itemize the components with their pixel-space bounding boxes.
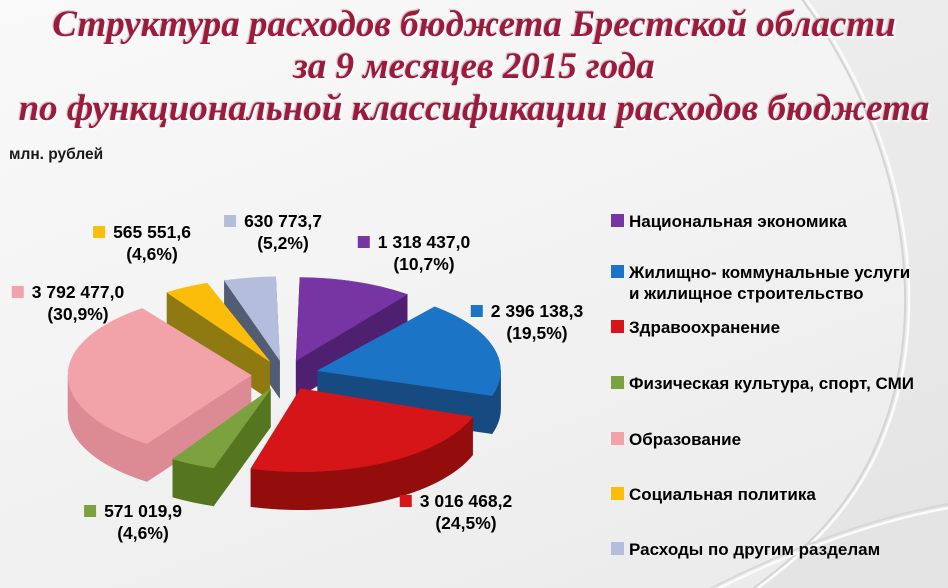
pie-slice-other-top	[223, 276, 280, 361]
data-label-marker-other	[224, 215, 237, 227]
legend-label: Расходы по другим разделам	[629, 540, 881, 559]
pie-slice-sport-media-top	[172, 388, 271, 469]
pie-slice-national-economy-top	[295, 277, 408, 361]
legend-marker-other	[611, 542, 624, 555]
data-label-national-economy: 1 318 437,0 (10,7%)	[357, 231, 471, 275]
pie-slice-healthcare[interactable]	[250, 388, 474, 510]
pie-slice-education[interactable]	[67, 308, 252, 483]
legend-label: Социальная политика	[629, 485, 816, 504]
legend-item-education: Образование	[611, 429, 948, 450]
decor-curve-lower	[709, 503, 948, 588]
decor-curve-highlight	[755, 0, 911, 588]
title-line-2: за 9 месяцев 2015 года	[293, 46, 655, 87]
data-label-marker-national-economy	[357, 236, 370, 248]
legend-marker-social-policy	[611, 487, 624, 500]
data-label-other: 630 773,7 (5,2%)	[224, 210, 322, 254]
pie-slice-education-top	[67, 308, 252, 444]
legend-marker-sport-media	[611, 376, 624, 389]
pie-slice-healthcare-top	[250, 388, 474, 472]
pie-slice-housing-utilities-top	[316, 306, 501, 396]
legend-item-sport-media: Физическая культура, спорт, СМИ	[611, 373, 948, 394]
pie-slice-social-policy-top	[166, 282, 270, 362]
decor-curve-lower-highlight	[716, 506, 948, 588]
data-label-percent: (24,5%)	[435, 513, 497, 533]
legend-item-national-economy: Национальная экономика	[611, 211, 948, 232]
data-label-healthcare: 3 016 468,2 (24,5%)	[399, 490, 513, 534]
decor-shade-region	[753, 0, 948, 588]
data-label-value: 1 318 437,0	[377, 232, 471, 252]
data-label-social-policy: 565 551,6 (4,6%)	[93, 221, 191, 265]
data-label-percent: (10,7%)	[393, 254, 455, 274]
data-label-value: 565 551,6	[113, 222, 191, 242]
title-line-1: Структура расходов бюджета Брестской обл…	[52, 4, 896, 45]
data-label-housing-utilities: 2 396 138,3 (19,5%)	[470, 300, 584, 344]
title-line-3: по функциональной классификации расходов…	[18, 88, 930, 129]
data-label-marker-education	[11, 286, 24, 298]
data-label-value: 3 792 477,0	[31, 282, 125, 302]
legend-label: Образование	[629, 430, 742, 449]
legend-item-social-policy: Социальная политика	[611, 484, 948, 505]
legend-item-other: Расходы по другим разделам	[611, 539, 948, 560]
legend-marker-housing-utilities	[611, 265, 624, 278]
data-label-percent: (5,2%)	[257, 233, 309, 253]
data-label-value: 2 396 138,3	[490, 301, 584, 321]
data-label-percent: (30,9%)	[47, 304, 109, 324]
legend-item-housing-utilities: Жилищно- коммунальные услуги и жилищное …	[611, 262, 948, 304]
data-label-marker-housing-utilities	[470, 305, 483, 317]
data-label-value: 571 019,9	[104, 501, 182, 521]
legend-item-healthcare: Здравоохранение	[611, 317, 948, 338]
data-label-percent: (19,5%)	[506, 323, 568, 343]
legend-marker-healthcare	[611, 320, 624, 333]
data-label-sport-media: 571 019,9 (4,6%)	[84, 500, 182, 544]
data-label-marker-healthcare	[399, 495, 412, 507]
data-label-percent: (4,6%)	[126, 244, 178, 264]
legend-label: Здравоохранение	[629, 318, 781, 337]
legend-label: Жилищно- коммунальные услуги и жилищное …	[629, 263, 911, 303]
pie-slice-sport-media[interactable]	[172, 388, 271, 507]
units-label: млн. рублей	[9, 146, 104, 163]
data-label-marker-social-policy	[93, 226, 106, 238]
data-label-education: 3 792 477,0 (30,9%)	[11, 281, 125, 325]
data-label-value: 3 016 468,2	[419, 491, 513, 511]
legend-label: Физическая культура, спорт, СМИ	[629, 374, 914, 393]
legend-marker-national-economy	[611, 214, 624, 227]
data-label-marker-sport-media	[84, 505, 97, 517]
data-label-percent: (4,6%)	[117, 523, 169, 543]
legend-marker-education	[611, 432, 624, 445]
slide-title: Структура расходов бюджета Брестской обл…	[0, 4, 948, 130]
legend: Национальная экономика Жилищно- коммуналь…	[611, 0, 948, 588]
legend-label: Национальная экономика	[629, 212, 847, 231]
data-label-value: 630 773,7	[244, 211, 322, 231]
